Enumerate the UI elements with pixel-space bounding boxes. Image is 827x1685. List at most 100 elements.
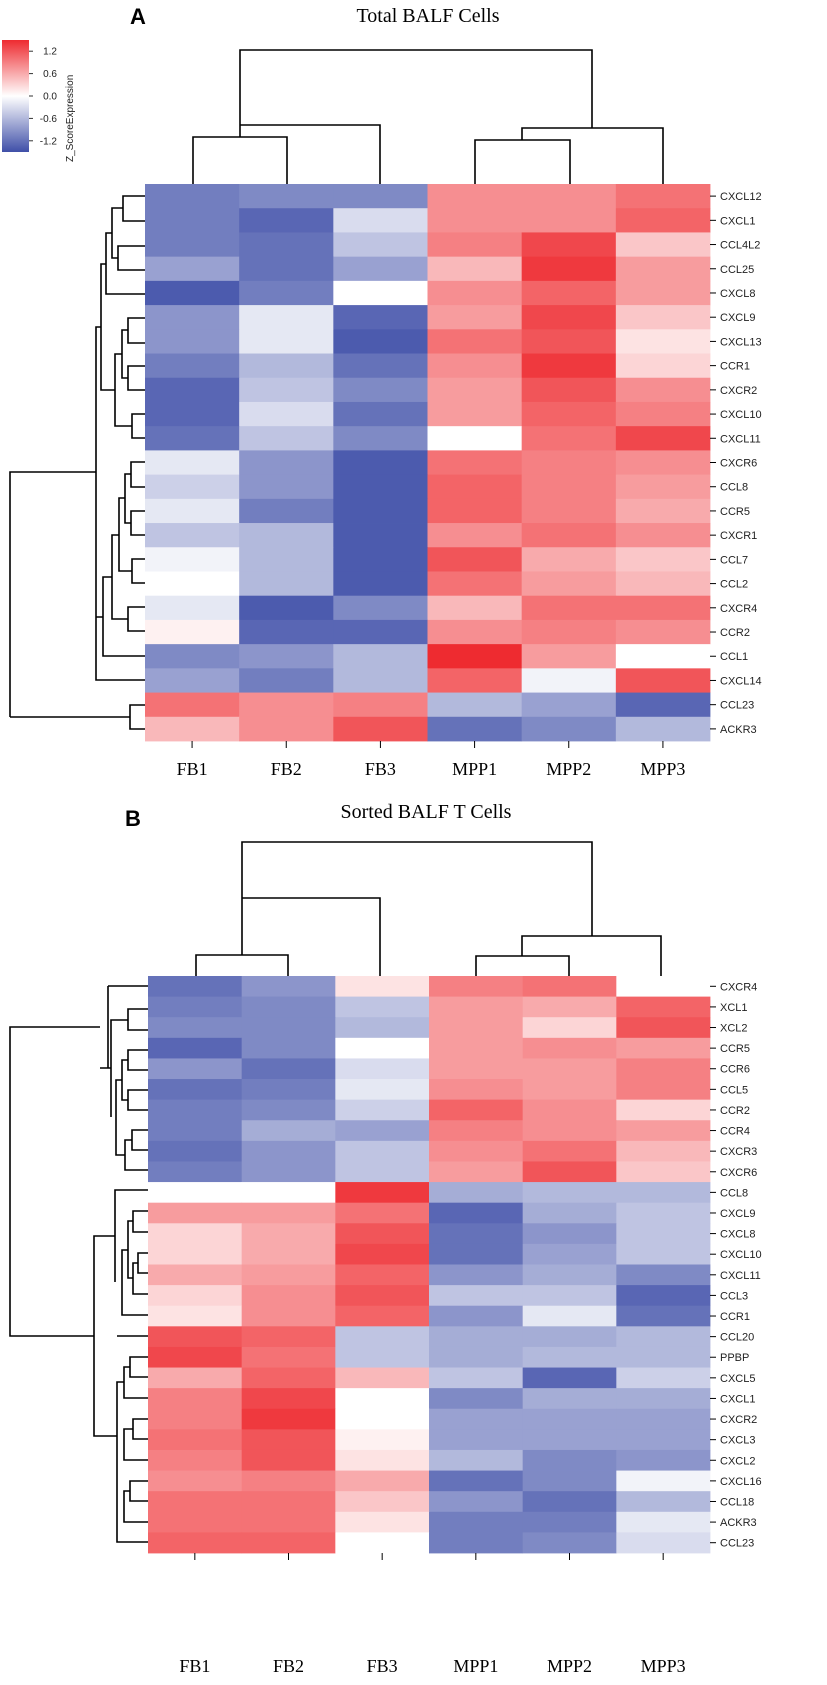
heatmap-cell-ccr4-fb1 [148, 1120, 243, 1142]
heatmap-cell-cxcl1-fb3 [333, 208, 428, 233]
heatmap-cell-ccr6-fb2 [241, 1058, 336, 1080]
heatmap-cell-cxcr4-mpp3 [616, 976, 711, 998]
heatmap-cell-ccl7-fb3 [333, 547, 428, 572]
heatmap-cell-cxcr4-mpp1 [429, 976, 524, 998]
heatmap-cell-ccr4-mpp3 [616, 1120, 711, 1142]
row-label-ccl23: CCL23 [720, 700, 754, 712]
heatmap-cell-ccr1-mpp3 [616, 1305, 711, 1327]
row-label-ccr5: CCR5 [720, 506, 750, 518]
heatmap-cell-ccl8-fb2 [239, 474, 334, 500]
heatmap-cell-cxcl16-fb2 [241, 1470, 336, 1492]
row-label-ccl2: CCL2 [720, 579, 748, 591]
heatmap-cell-ccr2-mpp3 [615, 619, 711, 645]
panel-a-title: Total BALF Cells [356, 5, 499, 27]
heatmap-cell-cxcl8-fb2 [239, 280, 334, 306]
heatmap-cell-cxcr6-mpp1 [427, 450, 523, 476]
heatmap-cell-cxcr4-fb1 [145, 595, 240, 621]
heatmap-cell-cxcr3-fb2 [241, 1140, 336, 1162]
heatmap-cell-cxcl8-mpp3 [616, 1223, 711, 1245]
row-label-cxcl1: CXCL1 [720, 215, 755, 227]
heatmap-cell-ccl18-mpp2 [522, 1491, 617, 1513]
heatmap-cell-cxcl1-fb3 [335, 1388, 430, 1410]
heatmap-cell-ccl23-mpp1 [429, 1532, 524, 1554]
heatmap-cell-cxcl5-fb1 [148, 1367, 243, 1389]
heatmap-cell-cxcl9-fb2 [241, 1202, 336, 1224]
heatmap-cell-ppbp-fb1 [148, 1346, 243, 1368]
heatmap-cell-cxcl5-fb3 [335, 1367, 430, 1389]
row-label-ackr3: ACKR3 [720, 724, 757, 736]
row-label-ccl8: CCL8 [720, 482, 748, 494]
row-label-cxcl10: CXCL10 [720, 1249, 762, 1261]
heatmap-cell-cxcl14-fb2 [239, 668, 334, 693]
heatmap-cell-ccl4l2-fb2 [239, 232, 334, 258]
heatmap-cell-ccl4l2-mpp1 [427, 232, 523, 258]
heatmap-cell-xcl1-mpp2 [522, 996, 617, 1018]
heatmap-cell-cxcl10-fb2 [239, 401, 334, 427]
heatmap-cell-cxcl13-fb1 [145, 329, 240, 354]
heatmap-cell-ccr2-mpp2 [521, 619, 617, 645]
heatmap-cell-cxcr2-mpp3 [615, 377, 711, 403]
heatmap-cell-ackr3-mpp1 [429, 1511, 524, 1533]
heatmap-cell-ccl1-fb3 [333, 644, 428, 669]
heatmap-cell-cxcl13-mpp3 [615, 329, 711, 354]
row-label-ccl23: CCL23 [720, 1538, 754, 1550]
heatmap-cell-cxcl5-mpp1 [429, 1367, 524, 1389]
panel-a-letter: A [130, 4, 146, 29]
panel-a-row-labels: CXCL12 CXCL1 CCL4L2 CCL25 CXCL8 CXCL9 CXCL13 CC… [710, 191, 762, 736]
heatmap-cell-cxcl11-mpp2 [522, 1264, 617, 1286]
heatmap-cell-ccl8-mpp1 [429, 1182, 524, 1204]
heatmap-cell-cxcl11-mpp1 [429, 1264, 524, 1286]
heatmap-cell-cxcl10-mpp1 [429, 1243, 524, 1265]
heatmap-cell-ackr3-fb3 [333, 716, 428, 742]
row-label-ccr4: CCR4 [720, 1126, 750, 1138]
heatmap-cell-cxcl16-fb1 [148, 1470, 243, 1492]
heatmap-cell-ccr5-mpp2 [522, 1037, 617, 1059]
heatmap-cell-cxcl1-mpp1 [427, 208, 523, 233]
heatmap-cell-ccl7-mpp1 [427, 547, 523, 572]
heatmap-cell-ccr2-mpp1 [427, 619, 523, 645]
heatmap-cell-cxcr1-mpp2 [521, 523, 617, 548]
heatmap-cell-ccl23-mpp1 [427, 692, 523, 718]
heatmap-cell-xcl1-mpp3 [616, 996, 711, 1018]
heatmap-cell-cxcl9-fb3 [335, 1202, 430, 1224]
heatmap-cell-ccr5-fb2 [239, 498, 334, 524]
panel-b-row-dendro [9, 985, 148, 1543]
legend-tick-label: -1.2 [40, 136, 58, 147]
heatmap-cell-cxcl16-mpp2 [522, 1470, 617, 1492]
heatmap-cell-cxcl9-fb3 [333, 305, 428, 330]
row-label-cxcr6: CXCR6 [720, 458, 757, 470]
heatmap-cell-ccl8-mpp1 [427, 474, 523, 500]
heatmap-cell-cxcl8-fb3 [335, 1223, 430, 1245]
row-label-ackr3: ACKR3 [720, 1517, 757, 1529]
heatmap-cell-ccl23-mpp2 [522, 1532, 617, 1554]
heatmap-cell-cxcl10-mpp3 [615, 401, 711, 427]
heatmap-cell-cxcl11-mpp3 [615, 426, 711, 451]
heatmap-cell-ppbp-mpp3 [616, 1346, 711, 1368]
heatmap-cell-ccr2-fb2 [239, 619, 334, 645]
heatmap-cell-cxcr4-mpp2 [521, 595, 617, 621]
heatmap-cell-ccl2-mpp1 [427, 571, 523, 597]
heatmap-cell-ccr1-fb3 [333, 353, 428, 379]
legend-tick-label: 0.6 [43, 69, 57, 80]
heatmap-cell-cxcl5-mpp3 [616, 1367, 711, 1389]
heatmap-cell-ppbp-mpp2 [522, 1346, 617, 1368]
heatmap-cell-ccr1-mpp2 [521, 353, 617, 379]
heatmap-cell-cxcl11-fb1 [145, 426, 240, 451]
row-label-cxcr1: CXCR1 [720, 530, 757, 542]
panel-b-heatmap-cells [148, 976, 711, 1554]
heatmap-cell-cxcl12-fb2 [239, 184, 334, 209]
heatmap-cell-ccr6-fb3 [335, 1058, 430, 1080]
heatmap-cell-ccl8-fb2 [241, 1182, 336, 1204]
heatmap-cell-ccl25-fb1 [145, 256, 240, 282]
heatmap-cell-ccl23-fb2 [239, 692, 334, 718]
legend-title: Z_ScoreExpression [65, 75, 76, 162]
heatmap-cell-cxcl3-mpp2 [522, 1429, 617, 1451]
heatmap-cell-cxcl2-fb1 [148, 1449, 243, 1471]
heatmap-cell-cxcl10-mpp1 [427, 401, 523, 427]
row-label-ppbp: PPBP [720, 1352, 749, 1364]
heatmap-cell-ccl18-fb1 [148, 1491, 243, 1513]
heatmap-cell-ccr5-fb1 [148, 1037, 243, 1059]
heatmap-cell-cxcr2-mpp2 [522, 1408, 617, 1430]
heatmap-cell-ccl1-fb2 [239, 644, 334, 669]
heatmap-cell-cxcl10-fb3 [335, 1243, 430, 1265]
